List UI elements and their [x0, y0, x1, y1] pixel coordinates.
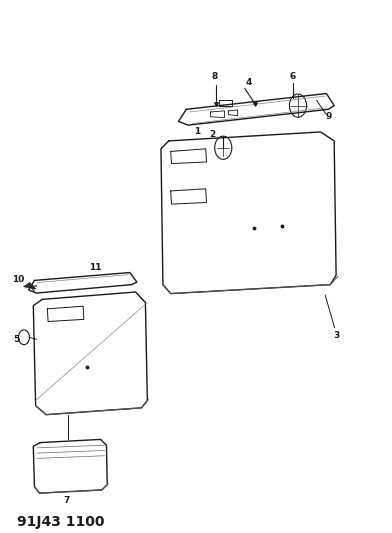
Polygon shape — [24, 282, 35, 289]
Text: 1: 1 — [194, 127, 200, 136]
Text: 8: 8 — [212, 71, 218, 80]
Text: 11: 11 — [89, 263, 102, 272]
Text: 91J43 1100: 91J43 1100 — [17, 515, 104, 529]
Text: 4: 4 — [245, 78, 252, 87]
Text: 7: 7 — [64, 496, 70, 505]
Text: 9: 9 — [326, 111, 332, 120]
Text: 5: 5 — [13, 335, 19, 344]
Text: 3: 3 — [334, 331, 340, 340]
Text: 6: 6 — [289, 71, 296, 80]
Text: 2: 2 — [209, 130, 216, 139]
Text: 10: 10 — [11, 275, 24, 284]
